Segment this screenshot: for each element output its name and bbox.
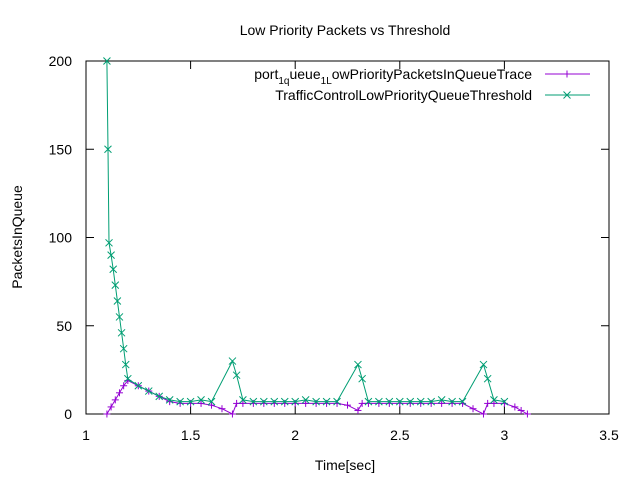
series-0-point [115,389,123,397]
x-tick-label: 3 [501,427,509,443]
y-tick-label: 200 [49,53,73,69]
series-1-point [165,396,174,404]
series-1-point [312,397,320,406]
y-axis-label: PacketsInQueue [9,185,25,289]
series-0-point [358,399,366,407]
series-0-point [103,410,111,418]
series-1-point [197,396,205,404]
series-1-point [270,397,279,406]
series-1-point [479,360,488,369]
series-0-point [438,399,446,407]
series-line-0 [106,379,528,415]
series-1-point [115,313,124,321]
series-1-point [291,397,300,406]
series-0-point [484,399,492,407]
series-1-point [107,251,115,260]
y-tick-label: 150 [49,141,73,157]
series-1-point [395,397,404,406]
series-1-point [144,387,153,395]
x-tick-label: 2.5 [390,427,410,443]
x-axis-label: Time[sec] [315,457,375,473]
series-1-point [500,397,509,406]
series-1-point [322,397,331,406]
series-1-point [109,265,118,274]
plot-frame [85,60,610,415]
series-0-point [208,401,216,409]
series-1-point [113,297,122,305]
x-tick-label: 3.5 [599,427,619,443]
series-1-point [354,360,362,369]
y-axis-ticks: 0 50 100 150 200 [49,53,609,422]
series-1-point [186,397,195,406]
series-1-point [228,357,237,365]
series-1-point [111,281,120,290]
legend: port1queue1LowPriorityPacketsInQueueTrac… [254,66,590,103]
series-0-point [490,399,498,407]
series-1-point [427,397,436,406]
series-1-point [134,381,143,390]
series-1-point [119,344,128,353]
series-0-point [111,396,119,404]
y-tick-label: 0 [64,406,72,422]
series-1-point [437,396,446,404]
series-1-point [232,371,241,380]
series-1-point [176,397,184,406]
series-0-point [517,406,525,414]
x-tick-label: 2 [291,427,299,443]
chart-title: Low Priority Packets vs Threshold [240,22,451,38]
series-0-point [218,405,226,413]
x-tick-label: 1.5 [181,427,201,443]
series-1-point [103,57,111,65]
series-0-point [511,403,519,411]
series-0-point [354,406,362,414]
series-0-point [120,382,128,390]
legend-marker-1 [563,91,571,99]
series-0-point [479,410,487,418]
series-1-point [259,397,268,406]
series-1-point [117,328,126,337]
series-1-point [448,397,456,406]
series-1-point [358,374,366,383]
series-1-point [155,392,164,401]
series-0-point [469,405,477,413]
series-layer [103,57,531,418]
x-tick-label: 1 [82,427,90,443]
x-axis-ticks: 1 1.5 2 2.5 3 3.5 [82,61,619,443]
series-1-point [364,397,373,406]
series-1-point [490,396,498,404]
series-1-point [301,396,310,404]
series-1-point [406,397,415,406]
series-1-point [280,397,289,406]
series-1-point [123,374,132,383]
series-line-1 [106,60,505,403]
series-1-point [458,397,467,406]
series-0-point [523,410,531,418]
series-0-point [228,410,236,418]
series-1-point [239,396,247,404]
series-0-point [107,403,115,411]
series-1-point [483,374,492,383]
legend-label-trace: port1queue1LowPriorityPacketsInQueueTrac… [254,66,532,87]
legend-label-threshold: TrafficControlLowPriorityQueueThreshold [275,87,532,103]
series-1-point [104,145,112,154]
series-1-point [105,238,113,247]
series-1-point [385,397,394,406]
legend-marker-0 [563,70,571,78]
series-1-point [249,397,258,406]
series-1-point [416,397,425,406]
series-0-point [197,399,205,407]
y-tick-label: 100 [49,230,73,246]
series-1-point [333,397,341,406]
series-1-point [375,397,383,406]
series-0-point [302,399,310,407]
series-0-point [344,401,351,409]
series-1-point [121,360,130,369]
series-0-point [233,399,241,407]
y-tick-label: 50 [56,318,72,334]
series-1-point [207,397,216,406]
series-0-point [239,399,247,407]
